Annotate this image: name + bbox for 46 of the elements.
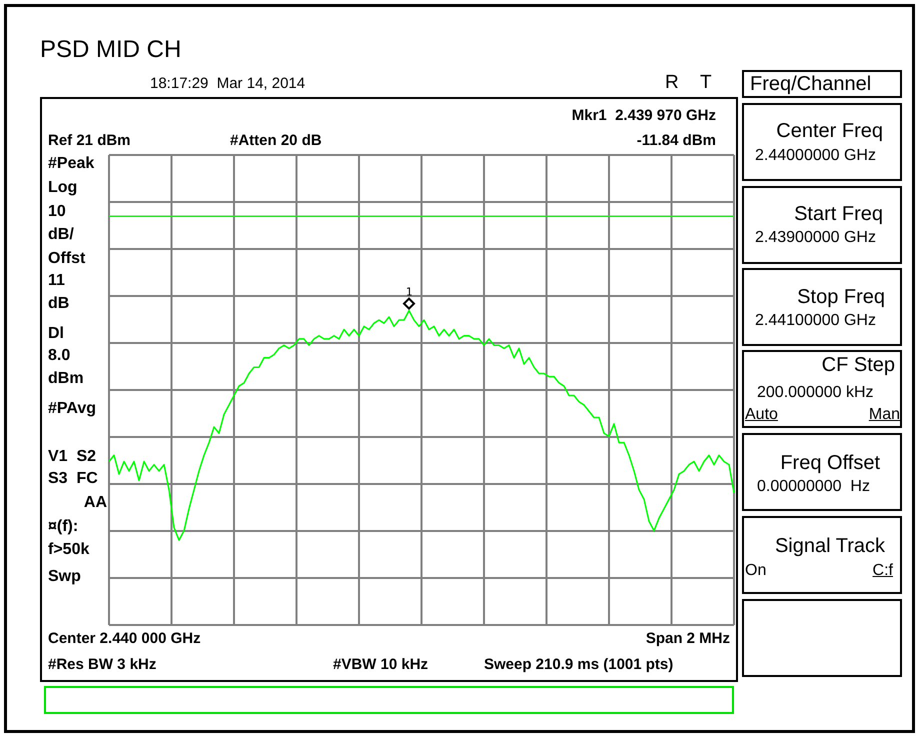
text: Man <box>868 406 900 424</box>
text: Center Freq <box>776 120 883 142</box>
text: Center 2.440 000 GHz <box>48 630 201 648</box>
text: T <box>700 72 712 94</box>
chart-title: PSD MID CH <box>40 36 182 64</box>
text: dB/ <box>48 226 74 244</box>
text: #Res BW 3 kHz <box>48 656 156 674</box>
text: Freq/Channel <box>750 73 872 95</box>
text: #VBW 10 kHz <box>333 656 428 674</box>
text: Span 2 MHz <box>646 630 730 648</box>
text: ¤(f): <box>48 518 78 536</box>
text: 2.43900000 GHz <box>755 229 876 247</box>
text: Auto <box>745 406 778 424</box>
text: CF Step <box>822 354 895 376</box>
text: Ref 21 dBm <box>48 132 131 150</box>
text: 200.000000 kHz <box>757 384 874 402</box>
text: f>50k <box>48 541 90 559</box>
text: On <box>745 562 766 580</box>
text: 11 <box>48 272 65 290</box>
text: Dl <box>48 325 64 343</box>
text: dB <box>48 295 70 313</box>
text: 8.0 <box>48 347 70 365</box>
text: Offst <box>48 250 86 268</box>
text: Log <box>48 179 78 197</box>
text: AA <box>84 494 107 512</box>
text: R <box>665 72 679 94</box>
text: V1 S2 <box>48 448 96 466</box>
text: Sweep 210.9 ms (1001 pts) <box>484 656 674 674</box>
text: 2.44000000 GHz <box>755 147 876 165</box>
text: 10 <box>48 203 66 221</box>
text: -11.84 dBm <box>636 132 716 150</box>
text: 18:17:29 Mar 14, 2014 <box>150 75 306 92</box>
text: Stop Freq <box>797 286 885 308</box>
text: C:f <box>872 562 893 580</box>
text: #Peak <box>48 155 94 173</box>
text: Start Freq <box>794 203 883 225</box>
text: Freq Offset <box>780 452 880 474</box>
text: #PAvg <box>48 400 96 418</box>
text: Swp <box>48 568 81 586</box>
text: Signal Track <box>774 535 885 557</box>
text: Mkr1 2.439 970 GHz <box>572 107 716 124</box>
text: 2.44100000 GHz <box>755 312 876 330</box>
text: 0.00000000 Hz <box>757 478 870 496</box>
text: #Atten 20 dB <box>230 132 322 150</box>
text: dBm <box>48 370 84 388</box>
text: S3 FC <box>48 470 98 488</box>
